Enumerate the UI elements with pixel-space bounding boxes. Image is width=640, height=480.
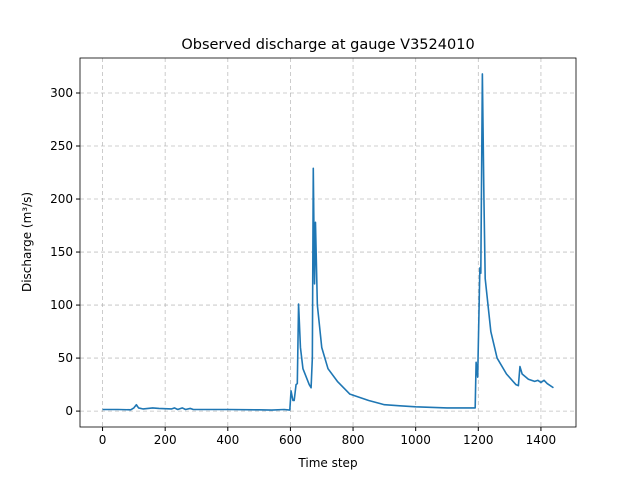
y-tick-label: 250: [50, 139, 73, 153]
x-tick-label: 1200: [463, 433, 494, 447]
y-tick-label: 300: [50, 86, 73, 100]
x-tick-label: 600: [279, 433, 302, 447]
x-axis-label: Time step: [297, 456, 357, 470]
x-tick-label: 400: [216, 433, 239, 447]
x-tick-label: 0: [99, 433, 107, 447]
y-tick-label: 50: [58, 351, 73, 365]
x-tick-label: 1000: [400, 433, 431, 447]
y-axis-label: Discharge (m³/s): [20, 192, 34, 292]
y-tick-label: 0: [65, 404, 73, 418]
y-tick-label: 200: [50, 192, 73, 206]
data-line: [102, 73, 554, 411]
x-tick-label: 1400: [526, 433, 557, 447]
x-tick-label: 200: [154, 433, 177, 447]
y-tick-label: 100: [50, 298, 73, 312]
chart-title: Observed discharge at gauge V3524010: [181, 37, 474, 53]
y-tick-label: 150: [50, 245, 73, 259]
x-tick-label: 800: [342, 433, 365, 447]
plot-frame: [79, 57, 577, 428]
